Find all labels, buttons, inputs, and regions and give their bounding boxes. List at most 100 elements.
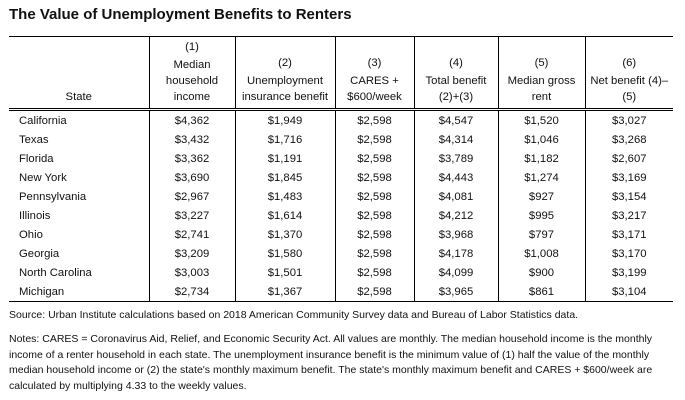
column-header: (2) Unemployment insurance benefit	[234, 36, 335, 111]
value-cell: $2,598	[334, 225, 414, 244]
column-label: Net benefit (4)–(5)	[590, 75, 669, 103]
value-cell: $1,949	[234, 109, 335, 130]
value-cell: $2,598	[334, 206, 414, 225]
column-number: (3)	[367, 57, 382, 69]
column-label: Median gross rent	[507, 75, 576, 103]
value-cell: $2,598	[334, 263, 414, 282]
state-cell: North Carolina	[19, 266, 92, 279]
state-cell: New York	[19, 171, 67, 184]
value-cell: $2,741	[148, 225, 235, 244]
value-cell: $1,182	[497, 149, 585, 168]
table-title: The Value of Unemployment Benefits to Re…	[9, 6, 352, 23]
value-cell: $3,217	[584, 206, 673, 225]
column-header: (1) Median household income	[148, 36, 235, 111]
value-cell: $797	[497, 225, 585, 244]
value-cell: $3,171	[584, 225, 673, 244]
state-cell: Texas	[19, 133, 49, 146]
header-row: State (1) Median household income (2) Unempl…	[9, 36, 673, 111]
value-cell: $3,789	[413, 149, 498, 168]
value-cell: $3,169	[584, 168, 673, 187]
state-cell: Michigan	[19, 285, 65, 298]
value-cell: $2,598	[334, 244, 414, 263]
table-row: Ohio $2,741 $1,370 $2,598 $3,968 $797 $3,171	[9, 225, 673, 244]
value-cell: $1,008	[497, 244, 585, 263]
value-cell: $1,520	[497, 109, 585, 130]
value-cell: $1,191	[234, 149, 335, 168]
value-cell: $2,607	[584, 149, 673, 168]
column-header: (3) CARES + $600/week	[334, 36, 414, 111]
table-row: Florida $3,362 $1,191 $2,598 $3,789 $1,182 $2,…	[9, 149, 673, 168]
value-cell: $3,965	[413, 282, 498, 302]
value-cell: $1,716	[234, 130, 335, 149]
column-number: (2)	[278, 57, 292, 69]
column-label: CARES + $600/week	[347, 75, 402, 103]
value-cell: $3,362	[148, 149, 235, 168]
table-row: Georgia $3,209 $1,580 $2,598 $4,178 $1,008 $3,…	[9, 244, 673, 263]
column-header: (6) Net benefit (4)–(5)	[584, 36, 673, 111]
value-cell: $3,690	[148, 168, 235, 187]
value-cell: $2,598	[334, 109, 414, 130]
state-cell: California	[19, 114, 67, 127]
column-header: (4) Total benefit (2)+(3)	[413, 36, 498, 111]
value-cell: $4,081	[413, 187, 498, 206]
column-label: Unemployment insurance benefit	[241, 75, 329, 103]
value-cell: $1,370	[234, 225, 335, 244]
value-cell: $3,968	[413, 225, 498, 244]
value-cell: $3,003	[148, 263, 235, 282]
value-cell: $3,199	[584, 263, 673, 282]
column-label: State	[65, 91, 92, 103]
table-row: New York $3,690 $1,845 $2,598 $4,443 $1,274 $3…	[9, 168, 673, 187]
value-cell: $4,443	[413, 168, 498, 187]
notes: Notes: CARES = Coronavirus Aid, Relief, …	[9, 333, 653, 392]
value-cell: $4,362	[148, 109, 235, 130]
value-cell: $3,104	[584, 282, 673, 302]
value-cell: $2,734	[148, 282, 235, 302]
value-cell: $861	[497, 282, 585, 302]
value-cell: $3,432	[148, 130, 235, 149]
column-number: (4)	[449, 57, 463, 69]
source-note: Source: Urban Institute calculations bas…	[9, 309, 579, 321]
value-cell: $2,598	[334, 282, 414, 302]
value-cell: $4,178	[413, 244, 498, 263]
value-cell: $3,027	[584, 109, 673, 130]
value-cell: $1,614	[234, 206, 335, 225]
value-cell: $1,274	[497, 168, 585, 187]
value-cell: $3,209	[148, 244, 235, 263]
value-cell: $2,598	[334, 168, 414, 187]
value-cell: $4,099	[413, 263, 498, 282]
column-number: (5)	[534, 57, 549, 69]
table-row: Michigan $2,734 $1,367 $2,598 $3,965 $861 $3,1…	[9, 282, 673, 302]
value-cell: $1,483	[234, 187, 335, 206]
value-cell: $4,314	[413, 130, 498, 149]
value-cell: $927	[497, 187, 585, 206]
column-header: (5) Median gross rent	[497, 36, 585, 111]
state-cell: Pennsylvania	[19, 190, 87, 203]
table-row: North Carolina $3,003 $1,501 $2,598 $4,099 $9…	[9, 263, 673, 282]
value-cell: $2,967	[148, 187, 235, 206]
value-cell: $900	[497, 263, 585, 282]
value-cell: $1,046	[497, 130, 585, 149]
value-cell: $3,154	[584, 187, 673, 206]
value-cell: $3,170	[584, 244, 673, 263]
value-cell: $4,212	[413, 206, 498, 225]
state-cell: Illinois	[19, 209, 51, 222]
value-cell: $2,598	[334, 187, 414, 206]
value-cell: $1,501	[234, 263, 335, 282]
table-row: Pennsylvania $2,967 $1,483 $2,598 $4,081 $927…	[9, 187, 673, 206]
table-row: California $4,362 $1,949 $2,598 $4,547 $1,520…	[9, 109, 673, 130]
column-label: Median household income	[165, 59, 219, 103]
state-cell: Ohio	[19, 228, 43, 241]
value-cell: $2,598	[334, 149, 414, 168]
value-cell: $1,367	[234, 282, 335, 302]
value-cell: $1,845	[234, 168, 335, 187]
value-cell: $2,598	[334, 130, 414, 149]
column-header: State	[9, 36, 149, 111]
value-cell: $4,547	[413, 109, 498, 130]
state-cell: Florida	[19, 152, 54, 165]
value-cell: $995	[497, 206, 585, 225]
column-label: Total benefit (2)+(3)	[425, 75, 487, 103]
column-number: (1)	[185, 41, 199, 53]
value-cell: $1,580	[234, 244, 335, 263]
table-row: Illinois $3,227 $1,614 $2,598 $4,212 $995 $3,2…	[9, 206, 673, 225]
benefits-table: State (1) Median household income (2) Unempl…	[9, 36, 673, 302]
